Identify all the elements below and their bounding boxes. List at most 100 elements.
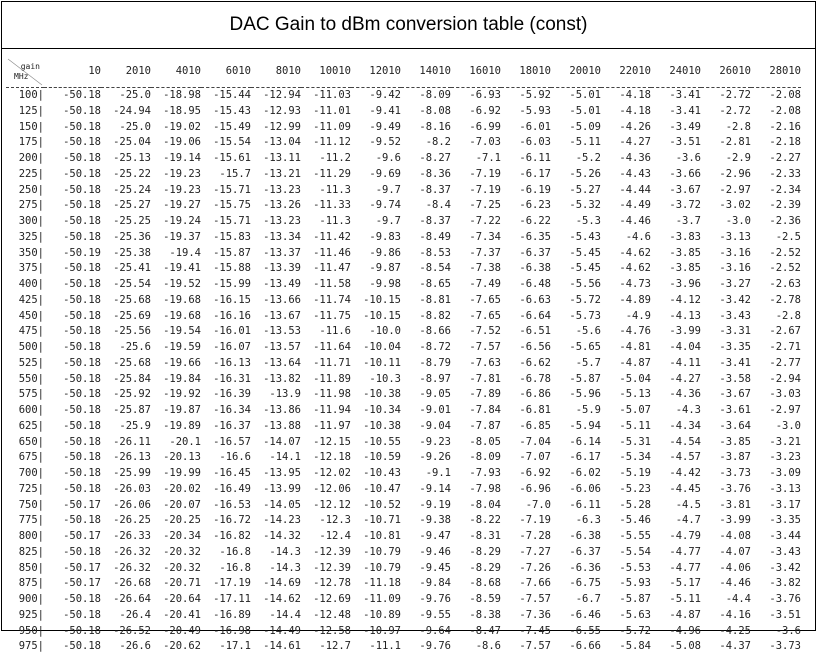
table-row: 125|-50.18-24.94-18.95-15.43-12.93-11.01…	[6, 104, 801, 120]
table-cell: -12.15	[301, 435, 351, 451]
table-cell: -6.85	[501, 419, 551, 435]
table-cell: -5.45	[551, 246, 601, 262]
table-cell: -9.05	[401, 387, 451, 403]
table-cell: -14.1	[251, 450, 301, 466]
column-header: 26010	[701, 57, 751, 88]
table-cell: -8.59	[451, 592, 501, 608]
table-cell: -50.18	[44, 183, 101, 199]
table-cell: -15.71	[201, 214, 251, 230]
table-cell: -7.25	[451, 198, 501, 214]
table-cell: -19.23	[151, 167, 201, 183]
table-cell: -5.32	[551, 198, 601, 214]
table-cell: -3.85	[701, 435, 751, 451]
table-cell: -4.18	[601, 104, 651, 120]
table-cell: -9.26	[401, 450, 451, 466]
table-cell: -20.71	[151, 576, 201, 592]
table-cell: -14.4	[251, 608, 301, 624]
table-cell: -8.37	[401, 214, 451, 230]
table-row: 975|-50.18-26.6-20.62-17.1-14.61-12.7-11…	[6, 639, 801, 655]
table-cell: -11.2	[301, 151, 351, 167]
table-cell: -4.25	[701, 624, 751, 640]
table-cell: -5.23	[601, 482, 651, 498]
table-cell: -8.09	[401, 88, 451, 104]
table-cell: -3.73	[751, 639, 801, 655]
table-cell: -5.43	[551, 230, 601, 246]
table-cell: -16.8	[201, 545, 251, 561]
table-cell: -4.76	[601, 324, 651, 340]
table-cell: -14.3	[251, 545, 301, 561]
table-cell: -26.11	[101, 435, 151, 451]
table-cell: -3.41	[651, 104, 701, 120]
table-cell: -13.88	[251, 419, 301, 435]
table-cell: -13.04	[251, 135, 301, 151]
table-cell: -17.19	[201, 576, 251, 592]
table-cell: -3.31	[701, 324, 751, 340]
table-cell: -5.72	[551, 293, 601, 309]
table-cell: -16.82	[201, 529, 251, 545]
table-cell: -25.22	[101, 167, 151, 183]
table-cell: -15.75	[201, 198, 251, 214]
table-row: 225|-50.18-25.22-19.23-15.7-13.21-11.29-…	[6, 167, 801, 183]
table-cell: -24.94	[101, 104, 151, 120]
table-cell: -14.49	[251, 624, 301, 640]
table-row: 650|-50.18-26.11-20.1-16.57-14.07-12.15-…	[6, 435, 801, 451]
table-cell: -5.07	[601, 403, 651, 419]
table-cell: -2.34	[751, 183, 801, 199]
table-row: 700|-50.18-25.99-19.99-16.45-13.95-12.02…	[6, 466, 801, 482]
table-cell: -6.92	[501, 466, 551, 482]
table-cell: -7.93	[451, 466, 501, 482]
table-cell: -5.34	[601, 450, 651, 466]
table-cell: -11.75	[301, 309, 351, 325]
row-header-mhz: 900|	[6, 592, 44, 608]
table-cell: -12.69	[301, 592, 351, 608]
table-cell: -4.54	[651, 435, 701, 451]
table-cell: -26.03	[101, 482, 151, 498]
table-cell: -4.45	[651, 482, 701, 498]
table-cell: -4.9	[601, 309, 651, 325]
title-row: DAC Gain to dBm conversion table (const)	[2, 2, 815, 49]
table-cell: -6.22	[501, 214, 551, 230]
table-row: 575|-50.18-25.92-19.92-16.39-13.9-11.98-…	[6, 387, 801, 403]
table-cell: -50.18	[44, 592, 101, 608]
table-cell: -13.67	[251, 309, 301, 325]
table-row: 500|-50.18-25.6-19.59-16.07-13.57-11.64-…	[6, 340, 801, 356]
table-cell: -4.46	[701, 576, 751, 592]
row-header-mhz: 475|	[6, 324, 44, 340]
table-cell: -25.54	[101, 277, 151, 293]
table-cell: -7.89	[451, 387, 501, 403]
table-cell: -5.94	[551, 419, 601, 435]
table-cell: -19.14	[151, 151, 201, 167]
table-cell: -7.65	[451, 293, 501, 309]
table-cell: -13.64	[251, 356, 301, 372]
table-cell: -5.01	[551, 104, 601, 120]
table-cell: -11.18	[351, 576, 401, 592]
table-row: 525|-50.18-25.68-19.66-16.13-13.64-11.71…	[6, 356, 801, 372]
table-row: 200|-50.18-25.13-19.14-15.61-13.11-11.2-…	[6, 151, 801, 167]
table-cell: -9.23	[401, 435, 451, 451]
table-cell: -19.37	[151, 230, 201, 246]
table-cell: -50.18	[44, 403, 101, 419]
table-cell: -2.63	[751, 277, 801, 293]
table-cell: -8.27	[401, 151, 451, 167]
table-cell: -6.03	[501, 135, 551, 151]
table-cell: -3.35	[751, 513, 801, 529]
table-cell: -10.38	[351, 387, 401, 403]
table-cell: -13.37	[251, 246, 301, 262]
table-cell: -12.94	[251, 88, 301, 104]
row-header-mhz: 950|	[6, 624, 44, 640]
table-cell: -9.47	[401, 529, 451, 545]
table-cell: -19.06	[151, 135, 201, 151]
table-row: 175|-50.18-25.04-19.06-15.54-13.04-11.12…	[6, 135, 801, 151]
table-row: 950|-50.18-26.52-20.49-16.98-14.49-12.58…	[6, 624, 801, 640]
table-row: 450|-50.18-25.69-19.68-16.16-13.67-11.75…	[6, 309, 801, 325]
table-cell: -2.52	[751, 261, 801, 277]
table-cell: -5.65	[551, 340, 601, 356]
column-header: 10	[44, 57, 101, 88]
table-cell: -4.77	[651, 545, 701, 561]
table-cell: -3.43	[701, 309, 751, 325]
table-cell: -3.81	[701, 498, 751, 514]
table-cell: -20.25	[151, 513, 201, 529]
row-header-mhz: 325|	[6, 230, 44, 246]
table-cell: -2.94	[751, 372, 801, 388]
table-cell: -5.9	[551, 403, 601, 419]
